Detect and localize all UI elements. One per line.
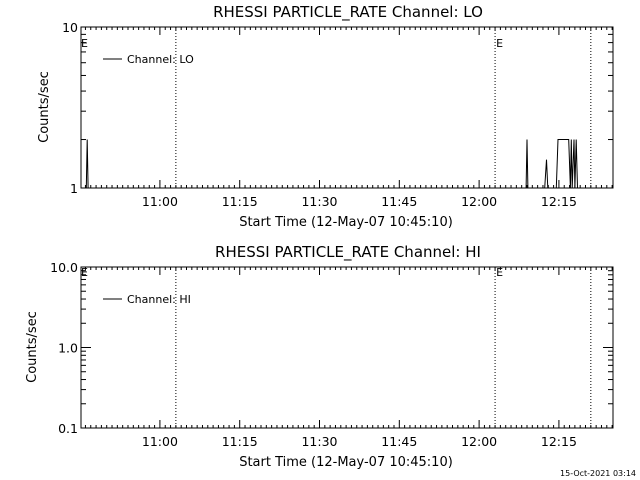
y-tick-label: 10.0: [50, 260, 78, 275]
start-marker: E: [81, 266, 88, 279]
y-tick-label: 0.1: [58, 421, 78, 436]
x-axis-label: Start Time (12-May-07 10:45:10): [239, 215, 453, 230]
y-tick-label: 10: [62, 20, 78, 35]
y-axis-label: Counts/sec: [37, 71, 52, 143]
series-line: [85, 139, 578, 189]
x-tick-label: 12:15: [541, 194, 577, 209]
chart-title: RHESSI PARTICLE_RATE Channel: LO: [213, 3, 483, 22]
x-tick-label: 11:00: [142, 434, 178, 449]
event-line-label: E: [496, 37, 503, 50]
x-tick-label: 11:30: [301, 434, 337, 449]
axis-ticks: 11:00 11:15 11:30 11:45 12:00 12:15 1 10: [62, 20, 613, 209]
legend-label: Channel: HI: [127, 293, 191, 306]
x-tick-label: 12:15: [541, 434, 577, 449]
x-tick-label: 12:00: [461, 434, 497, 449]
axis-ticks: 11:00 11:15 11:30 11:45 12:00 12:15 0.1 1.0 10.0: [50, 260, 613, 449]
x-tick-label: 11:30: [301, 194, 337, 209]
x-tick-label: 11:15: [222, 434, 258, 449]
x-tick-label: 11:15: [222, 194, 258, 209]
y-axis-label: Counts/sec: [25, 311, 40, 383]
legend-label: Channel: LO: [127, 53, 194, 66]
chart-title: RHESSI PARTICLE_RATE Channel: HI: [215, 243, 481, 262]
event-lines: E: [175, 266, 592, 428]
panel-lo: RHESSI PARTICLE_RATE Channel: LO Start T…: [37, 3, 614, 230]
footer-timestamp: 15-Oct-2021 03:14: [560, 469, 636, 478]
x-axis-label: Start Time (12-May-07 10:45:10): [239, 455, 453, 470]
event-line-label: E: [496, 266, 503, 279]
x-tick-label: 12:00: [461, 194, 497, 209]
start-marker: E: [81, 37, 88, 50]
x-tick-label: 11:45: [381, 194, 417, 209]
y-tick-label: 1.0: [58, 341, 78, 356]
x-tick-label: 11:45: [381, 434, 417, 449]
x-tick-label: 11:00: [142, 194, 178, 209]
series-group: [85, 139, 578, 189]
event-lines: E: [175, 27, 592, 188]
y-tick-label: 1: [70, 181, 78, 196]
panel-hi: RHESSI PARTICLE_RATE Channel: HI Start T…: [25, 243, 614, 470]
